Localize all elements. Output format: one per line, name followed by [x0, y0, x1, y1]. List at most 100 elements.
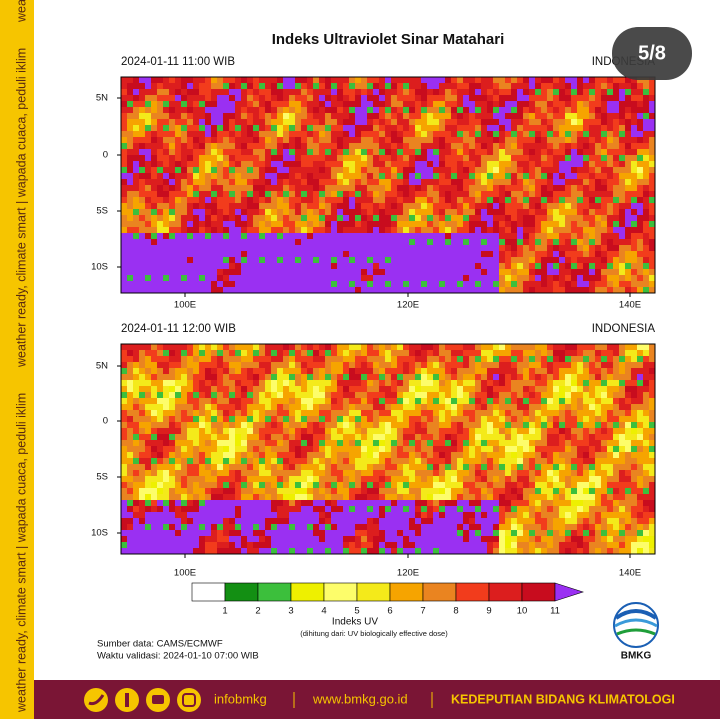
map-cell: [385, 227, 391, 233]
map-cell: [481, 191, 487, 197]
map-cell: [493, 356, 499, 362]
map-cell: [487, 155, 493, 161]
map-cell: [337, 350, 343, 356]
map-cell: [625, 227, 631, 233]
map-cell: [193, 380, 199, 386]
map-cell: [643, 245, 649, 251]
map-cell: [187, 239, 193, 245]
map-cell: [637, 350, 643, 356]
map-cell: [511, 368, 517, 374]
map-cell: [589, 83, 595, 89]
map-cell: [343, 131, 349, 137]
map-cell: [163, 149, 169, 155]
map-cell: [457, 440, 463, 446]
map-cell: [637, 215, 643, 221]
map-cell: [433, 392, 439, 398]
map-cell: [343, 119, 349, 125]
map-cell: [337, 446, 343, 452]
map-cell: [187, 221, 193, 227]
map-cell: [577, 173, 583, 179]
map-cell: [403, 233, 409, 239]
map-cell: [433, 404, 439, 410]
map-cell: [481, 137, 487, 143]
map-cell: [577, 83, 583, 89]
map-cell: [469, 83, 475, 89]
map-cell: [193, 107, 199, 113]
map-cell: [619, 89, 625, 95]
map-cell: [337, 221, 343, 227]
side-text: weather ready, climate smart | wapada cu…: [14, 393, 28, 713]
map-cell: [157, 101, 163, 107]
map-cell: [193, 392, 199, 398]
map-cell: [373, 167, 379, 173]
map-cell: [139, 155, 145, 161]
map-cell: [421, 125, 427, 131]
map-cell: [169, 398, 175, 404]
map-cell: [469, 95, 475, 101]
map-cell: [229, 101, 235, 107]
map-cell: [385, 173, 391, 179]
map-cell: [187, 440, 193, 446]
map-cell: [145, 440, 151, 446]
map-cell: [559, 125, 565, 131]
map-cell: [445, 209, 451, 215]
map-cell: [247, 392, 253, 398]
map-cell: [445, 386, 451, 392]
map-cell: [313, 185, 319, 191]
map-cell: [409, 269, 415, 275]
map-cell: [403, 446, 409, 452]
map-cell: [343, 125, 349, 131]
map-cell: [415, 191, 421, 197]
map-cell: [511, 143, 517, 149]
map-cell: [649, 239, 655, 245]
map-cell: [637, 452, 643, 458]
map-cell: [535, 131, 541, 137]
map-cell: [259, 155, 265, 161]
map-cell: [253, 245, 259, 251]
map-cell: [415, 344, 421, 350]
map-cell: [385, 179, 391, 185]
map-cell: [313, 119, 319, 125]
map-cell: [577, 410, 583, 416]
map-cell: [649, 143, 655, 149]
map-cell: [445, 167, 451, 173]
map-cell: [361, 392, 367, 398]
map-cell: [505, 422, 511, 428]
map-cell: [193, 143, 199, 149]
map-cell: [613, 287, 619, 293]
map-cell: [247, 77, 253, 83]
map-cell: [385, 251, 391, 257]
map-cell: [319, 119, 325, 125]
map-cell: [535, 89, 541, 95]
map-cell: [379, 107, 385, 113]
map-cell: [235, 434, 241, 440]
map-cell: [577, 287, 583, 293]
map-cell: [289, 83, 295, 89]
map-cell: [241, 374, 247, 380]
map-cell: [571, 281, 577, 287]
map-cell: [475, 239, 481, 245]
map-cell: [343, 392, 349, 398]
map-cell: [469, 422, 475, 428]
map-cell: [313, 368, 319, 374]
map-cell: [199, 257, 205, 263]
map-cell: [427, 446, 433, 452]
map-cell: [499, 368, 505, 374]
map-cell: [475, 386, 481, 392]
map-cell: [403, 350, 409, 356]
map-cell: [145, 143, 151, 149]
map-cell: [229, 398, 235, 404]
map-cell: [217, 119, 223, 125]
map-cell: [295, 77, 301, 83]
map-cell: [481, 404, 487, 410]
map-cell: [601, 89, 607, 95]
map-cell: [499, 434, 505, 440]
map-cell: [307, 350, 313, 356]
map-cell: [535, 107, 541, 113]
map-cell: [253, 95, 259, 101]
map-cell: [427, 89, 433, 95]
map-cell: [283, 281, 289, 287]
map-cell: [595, 263, 601, 269]
map-cell: [283, 440, 289, 446]
map-cell: [469, 185, 475, 191]
